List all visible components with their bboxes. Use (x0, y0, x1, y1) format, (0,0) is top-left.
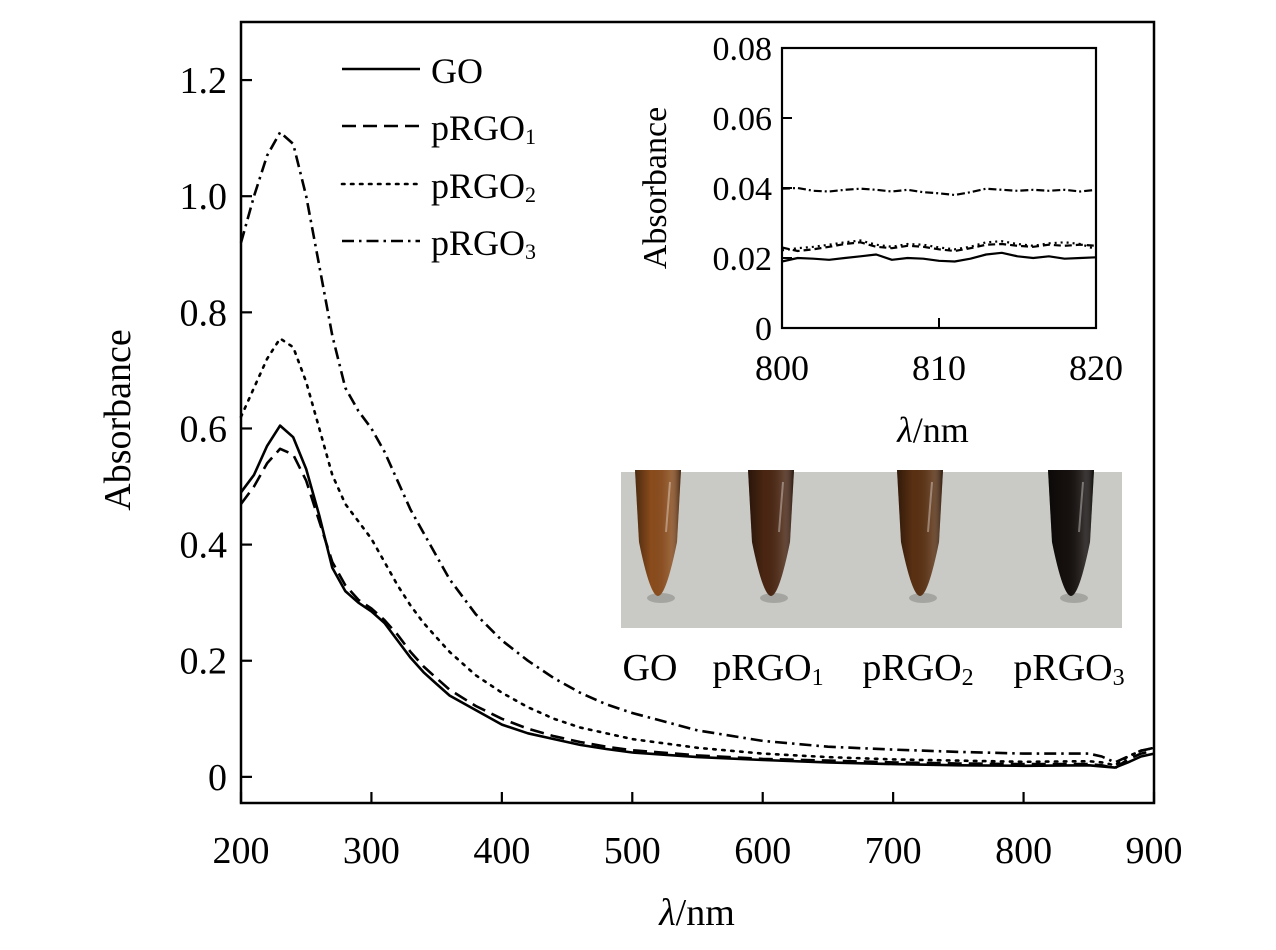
legend-label-prgo3: pRGO3 (431, 223, 536, 264)
y-tick-label-6: 1.2 (180, 60, 228, 102)
tube-shadow (1060, 593, 1088, 603)
y-tick-label-2: 0.4 (180, 525, 228, 567)
x-axis-title: λ/nm (658, 892, 735, 934)
x-tick-label-900: 900 (1126, 830, 1183, 872)
tube-highlight (665, 481, 671, 533)
y-tick-label-4: 0.8 (180, 292, 228, 334)
y-tick-label-1: 0.2 (180, 641, 228, 683)
tube-shading (897, 470, 943, 596)
inset-x-tick-label-810: 810 (912, 348, 966, 388)
tube-highlight (1078, 481, 1084, 533)
inset-series-line-prgo3 (781, 186, 1097, 197)
inset-x-tick-label-800: 800 (755, 348, 809, 388)
tube-shading (635, 470, 681, 596)
tube-highlight (927, 481, 933, 533)
series-line-go (239, 424, 1155, 769)
inset-y-axis-title: Absorbance (637, 107, 674, 269)
x-tick-label-500: 500 (604, 830, 661, 872)
x-tick-label-600: 600 (734, 830, 791, 872)
inset-y-tick-label-1: 0.02 (713, 241, 773, 278)
tube-shadow (647, 593, 675, 603)
inset-series-line-go (781, 251, 1097, 263)
legend-label-go: GO (431, 51, 483, 91)
series-line-prgo2 (239, 337, 1156, 767)
tube-shadow (760, 593, 788, 603)
inset-y-tick-label-2: 0.04 (713, 171, 773, 208)
photo-label-go: GO (623, 647, 678, 689)
series-line-prgo3 (239, 131, 1155, 764)
y-tick-label-5: 1.0 (180, 176, 228, 218)
inset-series-line-prgo2 (781, 239, 1097, 252)
sample-photo-inset: GO pRGO1 pRGO2 pRGO3 (621, 470, 1125, 691)
y-tick-label-0: 0 (208, 757, 227, 799)
inset-chart: 800 810 820 0 0.02 0.04 0.06 0.08 λ/nm Absorbance (637, 31, 1123, 450)
x-tick-label-200: 200 (213, 830, 270, 872)
photo-label-prgo2: pRGO2 (862, 647, 973, 691)
plot-frame (239, 20, 1156, 805)
inset-series-line-prgo1 (781, 241, 1097, 253)
inset-y-tick-label-3: 0.06 (713, 101, 773, 138)
legend-label-prgo2: pRGO2 (431, 166, 536, 207)
photo-background (621, 472, 1122, 628)
main-chart: 200 300 400 500 600 700 800 900 0 0.2 0.4 0.6 0.8 1.0… (97, 20, 1183, 934)
tube-shading (1048, 470, 1094, 596)
x-tick-label-300: 300 (343, 830, 400, 872)
inset-y-tick-label-4: 0.08 (713, 31, 773, 68)
inset-x-tick-label-820: 820 (1069, 348, 1123, 388)
tube-shadow (909, 593, 937, 603)
tube-highlight (778, 481, 784, 533)
series-line-prgo1 (239, 447, 1155, 770)
inset-y-tick-label-0: 0 (755, 311, 772, 348)
x-tick-label-400: 400 (473, 830, 530, 872)
tube-shading (748, 470, 794, 596)
x-tick-label-700: 700 (865, 830, 922, 872)
inset-background (782, 48, 1096, 328)
inset-x-axis-title: λ/nm (896, 410, 969, 450)
legend-label-prgo1: pRGO1 (431, 108, 536, 149)
y-axis-title: Absorbance (97, 329, 139, 510)
photo-label-prgo1: pRGO1 (712, 647, 823, 691)
y-tick-label-3: 0.6 (180, 408, 228, 450)
x-tick-label-800: 800 (995, 830, 1052, 872)
photo-label-prgo3: pRGO3 (1013, 647, 1124, 691)
